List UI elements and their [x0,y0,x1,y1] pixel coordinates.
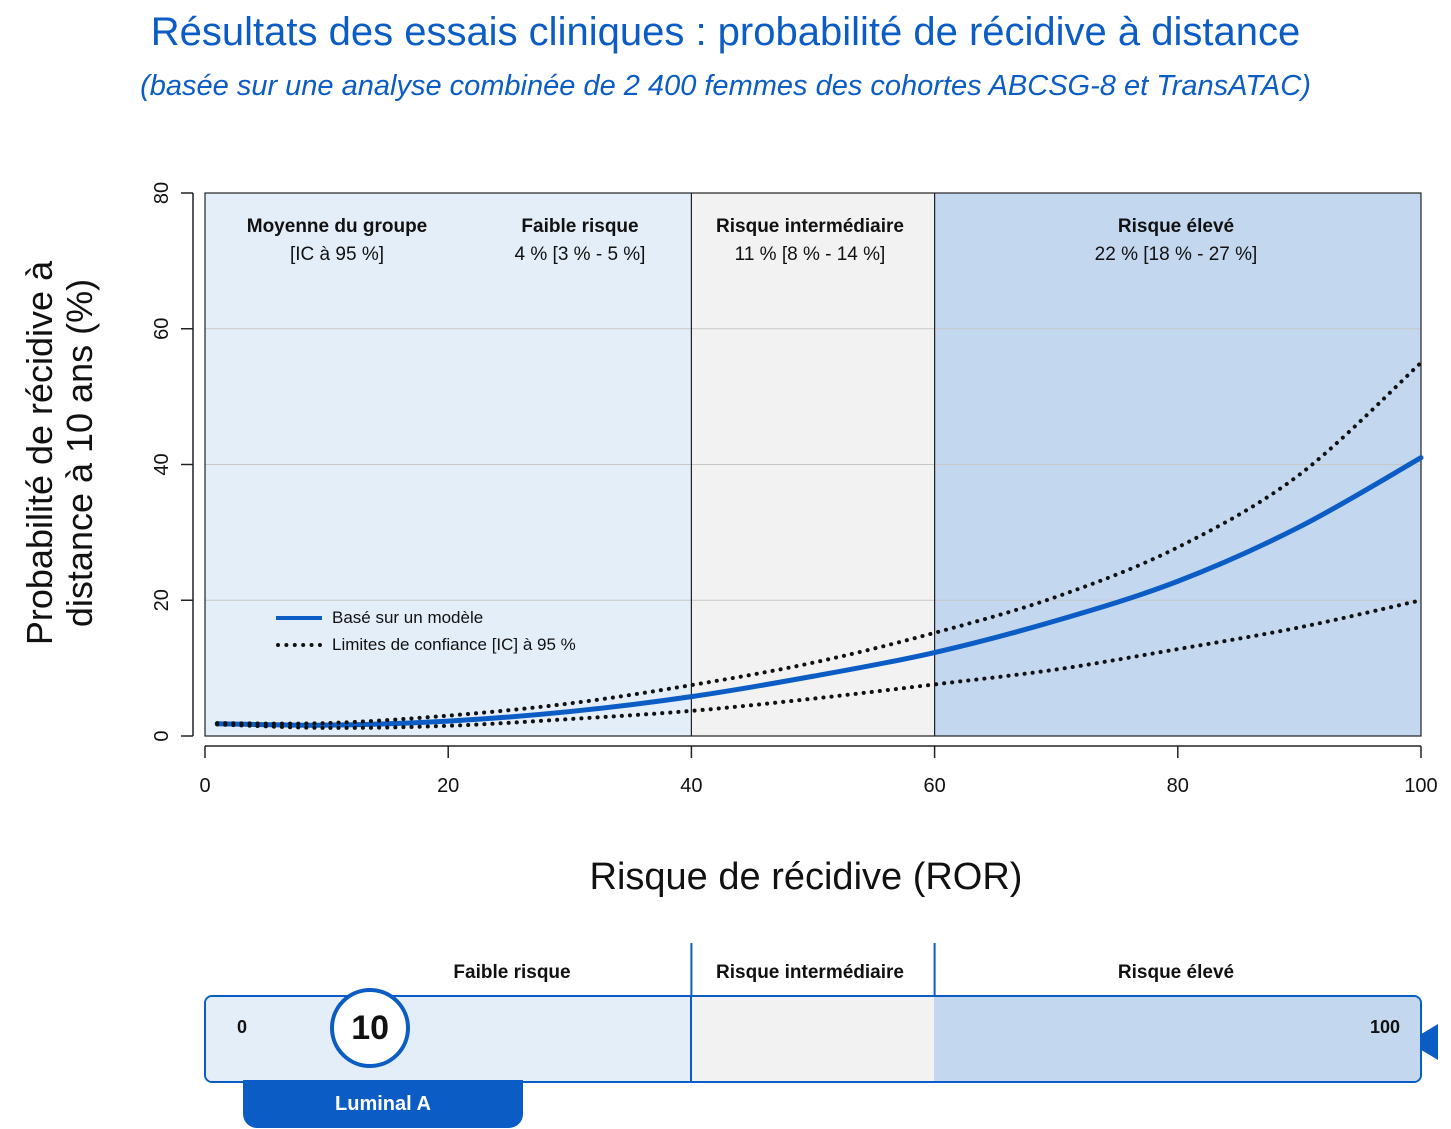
scale-label-high: Risque élevé [1117,962,1235,983]
zone-name-high: Risque élevé [1117,216,1235,237]
x-tick-label-3: 60 [923,775,945,797]
series-line-0 [214,455,1424,728]
y-tick-label-1: 20 [151,589,173,611]
legend-label-ci: Limites de confiance [IC] à 95 % [332,634,576,654]
group-average-header: Moyenne du groupe [IC à 95 %] [212,213,462,269]
zone-name-intermediate: Risque intermédiaire [716,216,904,237]
subtype-badge: Luminal A [243,1080,523,1128]
scale-end-arrow [1408,1024,1438,1060]
score-marker: 10 [330,988,411,1068]
x-tick-label-1: 20 [437,775,459,797]
y-tick-label-0: 0 [151,730,173,741]
scale-label-low: Faible risque [453,962,571,983]
x-tick-label-4: 80 [1167,775,1189,797]
zone-header-low: Faible risque 4 % [3 % - 5 %] [470,213,690,269]
scale-label-intermediate: Risque intermédiaire [716,962,904,983]
y-axis-label: Probabilité de récidive à distance à 10 … [19,260,100,646]
x-tick-label-5: 100 [1404,775,1437,797]
scale-max-label: 100 [1370,1017,1401,1037]
scale-zone-high [934,997,1420,1081]
chart-legend: Basé sur un modèle Limites de confiance … [276,604,576,658]
chart-title: Résultats des essais cliniques : probabi… [150,10,1301,54]
group-average-ci: [IC à 95 %] [290,244,384,265]
zone-value-high: 22 % [18 % - 27 %] [1094,244,1258,265]
legend-item-model: Basé sur un modèle [276,604,576,631]
legend-swatch-dotted [276,642,322,647]
legend-label-model: Basé sur un modèle [332,607,484,627]
series-line-1 [215,360,1423,726]
y-tick-label-3: 60 [151,318,173,340]
x-axis-label: Risque de récidive (ROR) [589,856,1023,898]
series-line-2 [215,598,1423,730]
x-tick-label-0: 0 [199,775,210,797]
y-tick-label-4: 80 [151,182,173,204]
zone-header-high: Risque élevé 22 % [18 % - 27 %] [932,213,1420,269]
scale-zone-intermediate [690,997,936,1081]
zone-value-intermediate: 11 % [8 % - 14 %] [734,244,886,265]
zone-name-low: Faible risque [521,216,639,237]
zone-header-intermediate: Risque intermédiaire 11 % [8 % - 14 %] [690,213,930,269]
legend-swatch-solid [276,615,322,620]
ror-scale [204,995,1422,1083]
plot-frame [204,192,1422,737]
x-tick-label-2: 40 [680,775,702,797]
y-tick-label-2: 40 [151,453,173,475]
group-average-label: Moyenne du groupe [246,216,428,237]
legend-item-ci: Limites de confiance [IC] à 95 % [276,631,576,658]
zone-value-low: 4 % [3 % - 5 %] [514,244,646,265]
scale-zone-low [206,997,690,1081]
scale-min-label: 0 [237,1017,248,1037]
chart-subtitle: (basée sur une analyse combinée de 2 400… [140,70,1311,102]
